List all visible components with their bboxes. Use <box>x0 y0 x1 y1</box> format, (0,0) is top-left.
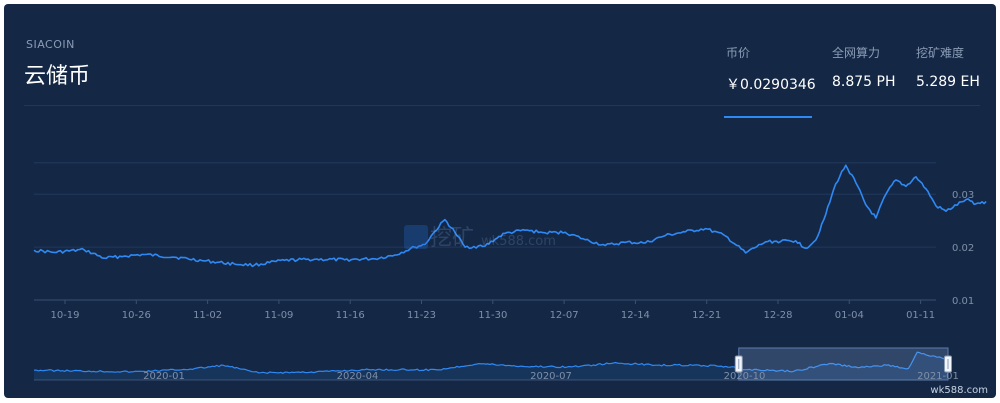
coin-name: 云储币 <box>24 64 91 89</box>
x-tick-label: 11-09 <box>264 310 293 321</box>
x-tick-label: 12-21 <box>692 310 721 321</box>
price-chart[interactable]: 10-19 10-26 11-02 11-09 11-16 11-23 11-30 12-07… <box>4 4 996 398</box>
x-tick-label: 11-23 <box>407 310 436 321</box>
header-divider <box>24 105 980 106</box>
navigator-line <box>33 351 949 374</box>
hashrate-label: 全网算力 <box>832 46 881 60</box>
x-tick-label: 11-16 <box>336 310 365 321</box>
x-tick-label: 01-04 <box>835 310 864 321</box>
x-tick-label: 11-02 <box>193 310 222 321</box>
price-value: ￥0.0290346 <box>726 77 816 93</box>
watermark-site: wk588.com <box>481 234 556 249</box>
coin-symbol: SIACOIN <box>26 38 75 51</box>
logo-icon <box>404 225 428 249</box>
chart-watermark: 挖矿 wk588.com <box>404 220 556 252</box>
y-tick-label: 0.02 <box>952 243 974 254</box>
chart-lines <box>33 164 987 268</box>
hashrate-value: 8.875 PH <box>832 74 896 90</box>
x-tick-label: 10-19 <box>50 310 79 321</box>
chart-card: SIACOIN 云储币 币价 ￥0.0290346 全网算力 8.875 PH … <box>4 4 996 398</box>
navigator-tick-label: 2020-07 <box>530 371 572 382</box>
x-tick-label: 11-30 <box>478 310 507 321</box>
y-axis: 0.01 0.02 0.03 <box>952 190 974 307</box>
navigator-tick-label: 2020-01 <box>143 371 185 382</box>
x-tick-label: 01-11 <box>906 310 935 321</box>
navigator-area <box>34 352 948 380</box>
difficulty-label: 挖矿难度 <box>916 46 965 60</box>
x-tick-label: 12-07 <box>550 310 579 321</box>
navigator-tick-label: 2020-10 <box>724 371 766 382</box>
x-tick-label: 12-28 <box>763 310 792 321</box>
x-axis: 10-19 10-26 11-02 11-09 11-16 11-23 11-30 12-07… <box>34 299 936 321</box>
x-tick-label: 10-26 <box>122 310 151 321</box>
navigator-tick-label: 2021-01 <box>917 371 959 382</box>
price-label: 币价 <box>726 46 751 60</box>
difficulty-value: 5.289 EH <box>916 74 980 90</box>
footer-watermark: wk588.com <box>930 385 988 396</box>
stat-difficulty[interactable]: 挖矿难度 5.289 EH <box>916 44 980 90</box>
active-stat-underline <box>724 116 812 118</box>
x-tick-label: 12-14 <box>621 310 650 321</box>
y-tick-label: 0.01 <box>952 296 974 307</box>
range-navigator: 2020-01 2020-04 2020-07 2020-10 2021-01 <box>33 347 959 382</box>
y-tick-label: 0.03 <box>952 190 974 201</box>
watermark-text: 挖矿 <box>430 226 475 251</box>
stat-price[interactable]: 币价 ￥0.0290346 <box>726 44 816 94</box>
stat-hashrate[interactable]: 全网算力 8.875 PH <box>832 44 896 90</box>
stats-bar: 币价 ￥0.0290346 全网算力 8.875 PH 挖矿难度 5.289 E… <box>4 44 996 104</box>
price-series-line <box>33 164 987 268</box>
navigator-tick-label: 2020-04 <box>337 371 379 382</box>
